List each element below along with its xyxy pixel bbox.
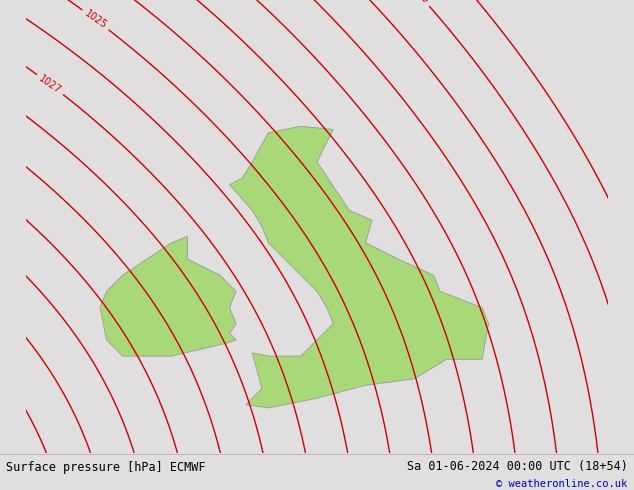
Text: 1027: 1027 [37, 74, 63, 96]
Text: 1029: 1029 [0, 139, 17, 161]
Text: Surface pressure [hPa] ECMWF: Surface pressure [hPa] ECMWF [6, 462, 206, 474]
Text: © weatheronline.co.uk: © weatheronline.co.uk [496, 480, 628, 490]
Text: Sa 01-06-2024 00:00 UTC (18+54): Sa 01-06-2024 00:00 UTC (18+54) [407, 460, 628, 473]
Polygon shape [230, 126, 489, 408]
Text: 1025: 1025 [82, 9, 108, 31]
Text: 1019: 1019 [406, 0, 430, 6]
Polygon shape [100, 236, 236, 356]
